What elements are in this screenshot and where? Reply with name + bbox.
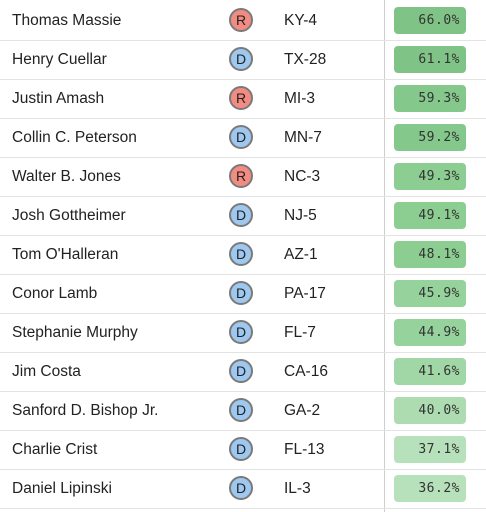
party-badge: D bbox=[229, 242, 253, 266]
party-badge: R bbox=[229, 8, 253, 32]
party-badge: R bbox=[229, 164, 253, 188]
member-name: Charlie Crist bbox=[12, 441, 98, 458]
district-label: MI-3 bbox=[284, 90, 315, 107]
percent-badge: 37.1% bbox=[394, 436, 466, 463]
table-row: Walter B. Jones R NC-3 49.3% bbox=[0, 157, 486, 197]
table-row: Charlie Crist D FL-13 37.1% bbox=[0, 430, 486, 470]
district-label: GA-2 bbox=[284, 402, 321, 419]
member-name: Stephanie Murphy bbox=[12, 324, 138, 341]
percent-badge: 66.0% bbox=[394, 7, 466, 34]
member-name: Justin Amash bbox=[12, 90, 105, 107]
member-name: Sanford D. Bishop Jr. bbox=[12, 402, 159, 419]
percent-badge: 45.9% bbox=[394, 280, 466, 307]
district-label: TX-28 bbox=[284, 51, 327, 68]
percent-badge: 61.1% bbox=[394, 46, 466, 73]
district-label: PA-17 bbox=[284, 285, 326, 302]
member-name: Conor Lamb bbox=[12, 285, 98, 302]
member-name: Collin C. Peterson bbox=[12, 129, 137, 146]
party-badge: D bbox=[229, 398, 253, 422]
percent-badge: 49.3% bbox=[394, 163, 466, 190]
table-row: Conor Lamb D PA-17 45.9% bbox=[0, 274, 486, 314]
member-name: Tom O'Halleran bbox=[12, 246, 119, 263]
district-label: FL-13 bbox=[284, 441, 325, 458]
member-name: Walter B. Jones bbox=[12, 168, 121, 185]
table-row: Stephanie Murphy D FL-7 44.9% bbox=[0, 313, 486, 353]
party-badge: D bbox=[229, 437, 253, 461]
district-label: FL-7 bbox=[284, 324, 316, 341]
table-row: Henry Cuellar D TX-28 61.1% bbox=[0, 40, 486, 80]
table-row: Tom O'Halleran D AZ-1 48.1% bbox=[0, 235, 486, 275]
party-badge: D bbox=[229, 476, 253, 500]
district-label: AZ-1 bbox=[284, 246, 318, 263]
percent-badge: 49.1% bbox=[394, 202, 466, 229]
table-row: Jim Costa D CA-16 41.6% bbox=[0, 352, 486, 392]
member-name: Daniel Lipinski bbox=[12, 480, 112, 497]
district-label: KY-4 bbox=[284, 12, 318, 29]
party-badge: R bbox=[229, 86, 253, 110]
percent-badge: 48.1% bbox=[394, 241, 466, 268]
member-name: Josh Gottheimer bbox=[12, 207, 126, 224]
member-name: Thomas Massie bbox=[12, 12, 122, 29]
district-label: MN-7 bbox=[284, 129, 322, 146]
table-row: Sanford D. Bishop Jr. D GA-2 40.0% bbox=[0, 391, 486, 431]
percent-badge: 36.2% bbox=[394, 475, 466, 502]
district-label: IL-3 bbox=[284, 480, 311, 497]
table-row: Collin C. Peterson D MN-7 59.2% bbox=[0, 118, 486, 158]
party-badge: D bbox=[229, 359, 253, 383]
percent-badge: 59.3% bbox=[394, 85, 466, 112]
percent-badge: 59.2% bbox=[394, 124, 466, 151]
party-badge: D bbox=[229, 320, 253, 344]
column-divider bbox=[384, 0, 385, 512]
percent-badge: 40.0% bbox=[394, 397, 466, 424]
party-badge: D bbox=[229, 203, 253, 227]
party-badge: D bbox=[229, 47, 253, 71]
party-badge: D bbox=[229, 281, 253, 305]
member-name: Henry Cuellar bbox=[12, 51, 107, 68]
percent-badge: 44.9% bbox=[394, 319, 466, 346]
table-row: Josh Gottheimer D NJ-5 49.1% bbox=[0, 196, 486, 236]
district-label: NC-3 bbox=[284, 168, 321, 185]
district-label: CA-16 bbox=[284, 363, 328, 380]
party-badge: D bbox=[229, 125, 253, 149]
district-label: NJ-5 bbox=[284, 207, 317, 224]
table-row: Justin Amash R MI-3 59.3% bbox=[0, 79, 486, 119]
percent-badge: 41.6% bbox=[394, 358, 466, 385]
member-name: Jim Costa bbox=[12, 363, 81, 380]
table-row: Daniel Lipinski D IL-3 36.2% bbox=[0, 469, 486, 509]
table-row: Thomas Massie R KY-4 66.0% bbox=[0, 1, 486, 41]
